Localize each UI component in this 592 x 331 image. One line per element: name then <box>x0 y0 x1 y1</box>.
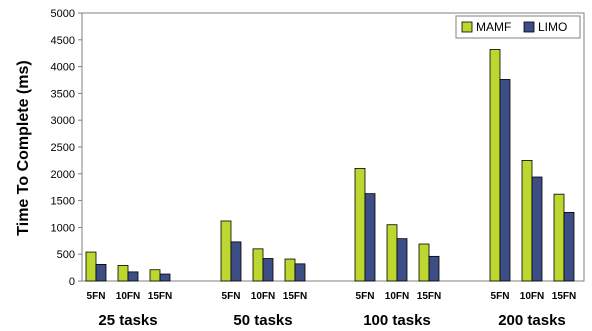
bar-mamf <box>252 248 264 282</box>
x-category-label: 10FN <box>116 291 140 302</box>
legend: MAMF LIMO <box>455 15 581 39</box>
bar-limo <box>262 258 274 282</box>
plot-area: 0 500 1000 1500 2000 2500 3000 3500 4000 4500 5000… <box>51 8 585 329</box>
x-group-label: 50 tasks <box>233 312 292 329</box>
x-group-label: 100 tasks <box>363 312 431 329</box>
x-group-label: 25 tasks <box>98 312 157 329</box>
y-tick-label: 4500 <box>51 35 75 47</box>
x-category-label: 15FN <box>148 291 172 302</box>
y-tick-label: 4000 <box>51 62 75 74</box>
y-tick-label: 2500 <box>51 142 75 154</box>
x-category-label: 5FN <box>491 291 510 302</box>
bar-mamf <box>386 224 398 282</box>
x-category-label: 5FN <box>87 291 106 302</box>
y-tick-label: 5000 <box>51 8 75 20</box>
bar-mamf <box>85 251 97 282</box>
x-category-label: 10FN <box>520 291 544 302</box>
bar-limo <box>563 211 575 282</box>
bar-limo <box>159 273 171 282</box>
bar-limo <box>230 241 242 282</box>
y-tick-label: 2000 <box>51 169 75 181</box>
legend-label-limo: LIMO <box>538 20 567 34</box>
x-category-label: 15FN <box>417 291 441 302</box>
bar-mamf <box>284 258 296 282</box>
y-tick-label: 0 <box>69 276 75 288</box>
legend-swatch-limo <box>523 21 535 33</box>
bar-mamf <box>354 168 366 282</box>
y-tick-label: 500 <box>57 249 75 261</box>
x-category-label: 5FN <box>356 291 375 302</box>
x-category-label: 10FN <box>251 291 275 302</box>
y-tick-label: 3500 <box>51 88 75 100</box>
y-axis-label: Time To Complete (ms) <box>15 60 32 235</box>
bar-limo <box>294 263 306 282</box>
bar-mamf <box>553 193 565 282</box>
bar-limo <box>396 238 408 282</box>
x-group-label: 200 tasks <box>498 312 566 329</box>
y-tick-label: 1500 <box>51 196 75 208</box>
x-category-label: 15FN <box>552 291 576 302</box>
x-category-label: 15FN <box>283 291 307 302</box>
x-category-label: 5FN <box>222 291 241 302</box>
legend-swatch-mamf <box>461 21 473 33</box>
bar-mamf <box>117 265 129 282</box>
y-tick-label: 3000 <box>51 115 75 127</box>
y-tick-label: 1000 <box>51 222 75 234</box>
bar-mamf <box>220 220 232 282</box>
legend-box <box>455 15 581 39</box>
bar-limo <box>127 271 139 282</box>
x-category-label: 10FN <box>385 291 409 302</box>
bar-limo <box>428 255 440 282</box>
bar-limo <box>499 79 511 282</box>
bar-limo <box>364 193 376 282</box>
bar-mamf <box>149 269 161 282</box>
bar-mamf <box>418 243 430 282</box>
bar-mamf <box>521 159 533 282</box>
bar-limo <box>95 263 107 282</box>
bar-limo <box>531 176 543 282</box>
legend-label-mamf: MAMF <box>476 20 511 34</box>
bar-mamf <box>489 49 501 282</box>
